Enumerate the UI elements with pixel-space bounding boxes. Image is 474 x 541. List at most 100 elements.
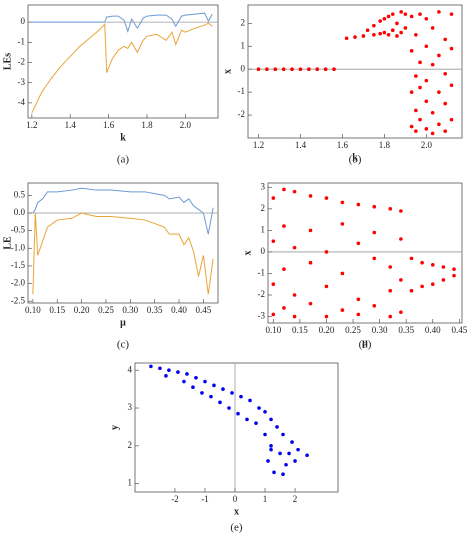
point bbox=[388, 265, 393, 269]
point bbox=[236, 411, 240, 416]
y-tick-label: -1.5 bbox=[11, 260, 26, 270]
point bbox=[292, 314, 297, 319]
y-tick-label: 0 bbox=[261, 246, 266, 256]
y-tick-label: -3 bbox=[18, 77, 26, 87]
point bbox=[340, 200, 345, 205]
point bbox=[399, 10, 403, 14]
point bbox=[420, 260, 424, 265]
point bbox=[372, 230, 377, 235]
x-tick-label: -2 bbox=[171, 494, 179, 504]
point bbox=[414, 129, 418, 133]
point bbox=[254, 421, 258, 425]
y-tick-label: -2 bbox=[238, 109, 246, 119]
point bbox=[443, 101, 448, 106]
point bbox=[356, 202, 361, 207]
panel: 1.2 1.4 1.6 1.8 2.0 0 -1 -2 -3 -4 k LEs (a) bbox=[2, 4, 219, 166]
point bbox=[282, 267, 286, 271]
point bbox=[340, 271, 345, 276]
point bbox=[282, 224, 286, 228]
point bbox=[430, 26, 435, 30]
y-tick-label: 0 bbox=[21, 16, 26, 26]
point bbox=[227, 406, 231, 410]
y-tick-label: -2.5 bbox=[11, 295, 26, 305]
point bbox=[266, 459, 270, 463]
point bbox=[239, 394, 243, 399]
caption: (c) bbox=[117, 339, 130, 351]
series-line bbox=[32, 187, 214, 235]
point bbox=[272, 470, 276, 475]
point bbox=[372, 23, 376, 28]
y-tick-label: 2 bbox=[241, 17, 246, 27]
point bbox=[356, 297, 361, 302]
point bbox=[437, 53, 441, 58]
point bbox=[191, 385, 195, 390]
point bbox=[378, 31, 382, 36]
y-axis-label: LEs bbox=[2, 53, 13, 70]
point bbox=[282, 187, 286, 192]
point bbox=[382, 30, 387, 35]
point bbox=[443, 129, 448, 133]
y-axis-label: y bbox=[109, 425, 120, 430]
x-tick-label: 1.4 bbox=[295, 140, 307, 150]
point bbox=[182, 379, 186, 384]
point bbox=[353, 35, 357, 39]
caption: (e) bbox=[230, 522, 243, 534]
x-tick-label: 1.6 bbox=[337, 140, 349, 150]
point bbox=[430, 131, 435, 136]
point bbox=[372, 33, 376, 37]
x-tick-label: 0.20 bbox=[319, 325, 335, 335]
point bbox=[292, 293, 297, 297]
point bbox=[356, 241, 361, 246]
point bbox=[452, 267, 456, 271]
point bbox=[281, 472, 285, 477]
point bbox=[287, 451, 291, 456]
x-tick-label: 0.20 bbox=[74, 305, 90, 315]
point bbox=[271, 196, 276, 200]
point bbox=[372, 256, 377, 261]
point bbox=[452, 273, 456, 278]
y-tick-label: -1 bbox=[18, 36, 26, 46]
y-tick-label: 3 bbox=[128, 402, 133, 412]
y-tick-label: -1 bbox=[238, 86, 246, 96]
point bbox=[305, 453, 309, 458]
caption: (d) bbox=[359, 339, 372, 351]
point bbox=[167, 368, 171, 372]
point bbox=[399, 278, 403, 282]
y-tick-label: -1.0 bbox=[11, 242, 26, 252]
point bbox=[409, 49, 414, 53]
point bbox=[430, 282, 435, 287]
point bbox=[271, 312, 276, 317]
point bbox=[388, 207, 393, 211]
point bbox=[399, 209, 403, 213]
caption: (b) bbox=[349, 154, 362, 166]
x-tick-label: 0.10 bbox=[25, 305, 41, 315]
point bbox=[308, 260, 313, 265]
point bbox=[230, 391, 234, 395]
x-tick-label: 0.35 bbox=[398, 325, 414, 335]
point bbox=[290, 67, 294, 72]
x-tick-label: 1.8 bbox=[141, 120, 153, 130]
point bbox=[158, 366, 162, 371]
y-tick-label: 2 bbox=[261, 203, 266, 213]
point bbox=[200, 391, 204, 395]
plot-frame bbox=[27, 182, 219, 304]
point bbox=[420, 284, 424, 289]
point bbox=[298, 67, 303, 72]
x-axis-label: k bbox=[352, 152, 358, 163]
point bbox=[194, 375, 198, 380]
x-tick-label: 1.2 bbox=[253, 140, 264, 150]
point bbox=[290, 440, 294, 444]
series-line bbox=[31, 22, 213, 114]
x-tick-label: 0.25 bbox=[98, 305, 114, 315]
point bbox=[221, 387, 225, 391]
point bbox=[209, 394, 213, 399]
point bbox=[430, 62, 435, 67]
point bbox=[212, 383, 216, 388]
y-tick-label: -2 bbox=[18, 57, 26, 67]
point bbox=[441, 278, 446, 282]
point bbox=[430, 110, 435, 115]
point bbox=[409, 256, 414, 261]
point bbox=[185, 372, 189, 376]
x-tick-label: 0.25 bbox=[345, 325, 361, 335]
point bbox=[164, 374, 168, 378]
